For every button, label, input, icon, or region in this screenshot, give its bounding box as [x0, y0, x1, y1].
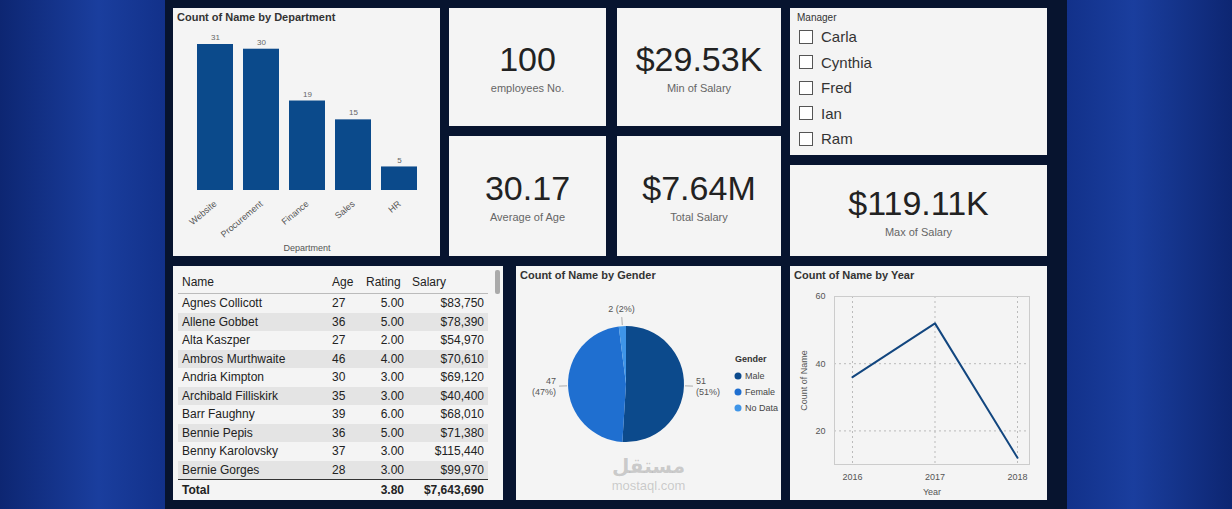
html-text:Min of Salary: Min of Salary — [666, 82, 732, 94]
html-text:Average of Age: Average of Age — [490, 211, 565, 223]
html-text:Manager: Manager — [797, 12, 837, 23]
html-text:36: 36 — [332, 425, 346, 440]
html-text:3.00: 3.00 — [380, 370, 404, 385]
svg-text:Department: Department — [283, 243, 331, 253]
html-text:27: 27 — [332, 296, 346, 311]
html-text:Benny Karolovsky: Benny Karolovsky — [182, 444, 278, 459]
html-text:Max of Salary: Max of Salary — [884, 225, 953, 238]
html-text:$7.64M: $7.64M — [642, 169, 756, 207]
html-text:$69,120: $69,120 — [440, 370, 484, 385]
html-text:Andria Kimpton: Andria Kimpton — [182, 370, 264, 385]
html-text:5.00: 5.00 — [380, 296, 404, 311]
html-text:$115,440: $115,440 — [434, 444, 484, 459]
html-text:27: 27 — [332, 333, 346, 348]
html-text:6.00: 6.00 — [380, 407, 404, 422]
html-text:36: 36 — [332, 314, 346, 329]
svg-text:47(47%): 47(47%) — [532, 376, 556, 397]
html-text:$68,010: $68,010 — [440, 407, 484, 422]
html-text:Total Salary: Total Salary — [670, 211, 728, 223]
html-text:Age: Age — [332, 275, 354, 289]
svg-text:Sales: Sales — [333, 198, 357, 220]
html-text:Bernie Gorges: Bernie Gorges — [182, 462, 260, 477]
html-text:Ian: Ian — [821, 104, 842, 122]
svg-text:31: 31 — [211, 33, 220, 42]
html-text:$54,970: $54,970 — [440, 333, 484, 348]
html-text:Cynthia: Cynthia — [821, 53, 872, 71]
html-text:$29.53K: $29.53K — [635, 40, 763, 78]
svg-text:HR: HR — [386, 198, 403, 214]
svg-text:2 (2%): 2 (2%) — [608, 304, 635, 314]
html-text:$99,970: $99,970 — [440, 462, 484, 477]
html-text:mostaql.com: mostaql.com — [611, 478, 686, 493]
html-text:Bennie Pepis: Bennie Pepis — [182, 425, 253, 440]
html-text:Barr Faughny: Barr Faughny — [182, 407, 255, 422]
html-text:39: 39 — [332, 407, 346, 422]
html-text:35: 35 — [332, 388, 346, 403]
html-text:3.00: 3.00 — [380, 462, 404, 477]
svg-text:Website: Website — [187, 199, 218, 227]
html-text:Ram: Ram — [821, 130, 853, 147]
svg-text:5: 5 — [397, 156, 402, 165]
html-text:30: 30 — [332, 370, 346, 385]
html-text:Name: Name — [182, 275, 214, 289]
html-text:3.00: 3.00 — [380, 388, 404, 403]
html-text:Ambros Murthwaite: Ambros Murthwaite — [182, 351, 286, 366]
html-text:Total: Total — [182, 483, 210, 497]
svg-text:Finance: Finance — [280, 199, 311, 227]
html-text:Rating: Rating — [366, 275, 401, 289]
html-text:Count of Name by Year: Count of Name by Year — [794, 269, 915, 281]
html-text:Alta Kaszper: Alta Kaszper — [182, 333, 250, 348]
html-text:$71,380: $71,380 — [440, 425, 484, 440]
html-text:5.00: 5.00 — [380, 314, 404, 329]
html-text:2.00: 2.00 — [380, 333, 404, 348]
svg-text:19: 19 — [303, 90, 312, 99]
html-text:4.00: 4.00 — [380, 351, 404, 366]
svg-text:2018: 2018 — [1007, 472, 1027, 482]
html-text:$83,750: $83,750 — [440, 296, 484, 311]
html-text:$78,390: $78,390 — [440, 314, 484, 329]
html-text:3.00: 3.00 — [380, 444, 404, 459]
html-text:28: 28 — [332, 462, 346, 477]
svg-text:51(51%): 51(51%) — [696, 376, 720, 397]
svg-text:2017: 2017 — [925, 472, 945, 482]
svg-text:60: 60 — [815, 291, 825, 301]
html-text:Count of Name by Department: Count of Name by Department — [177, 11, 336, 23]
html-text:employees No.: employees No. — [490, 82, 565, 94]
html-text:Count of Name by Gender: Count of Name by Gender — [520, 269, 656, 281]
svg-text:Year: Year — [923, 487, 941, 497]
html-text:100: 100 — [499, 40, 556, 78]
html-text:Fred: Fred — [821, 79, 852, 96]
html-text:$40,400: $40,400 — [440, 388, 484, 403]
svg-text:Procurement: Procurement — [219, 198, 265, 239]
svg-text:30: 30 — [257, 38, 266, 47]
svg-text:Gender: Gender — [735, 354, 767, 364]
html-text:46: 46 — [332, 351, 346, 366]
html-text:5.00: 5.00 — [380, 425, 404, 440]
html-text:$119.11K: $119.11K — [848, 183, 989, 222]
html-text:Salary: Salary — [412, 275, 446, 289]
html-text:$7,643,690: $7,643,690 — [423, 483, 484, 497]
html-text:3.80: 3.80 — [380, 483, 404, 497]
html-text:Allene Gobbet: Allene Gobbet — [182, 314, 259, 329]
svg-text:40: 40 — [815, 359, 825, 369]
html-text:37: 37 — [332, 444, 346, 459]
html-text:Carla: Carla — [821, 28, 857, 45]
svg-text:2016: 2016 — [842, 472, 862, 482]
html-text:30.17: 30.17 — [485, 169, 570, 207]
html-text:مستقل: مستقل — [611, 455, 686, 477]
html-text:Agnes Collicott: Agnes Collicott — [182, 296, 262, 311]
html-text:Archibald Filliskirk: Archibald Filliskirk — [182, 388, 278, 403]
svg-text:Male: Male — [745, 371, 765, 381]
svg-text:Female: Female — [745, 387, 775, 397]
html-text:$70,610: $70,610 — [440, 351, 484, 366]
svg-text:No Data: No Data — [745, 403, 778, 413]
svg-text:15: 15 — [349, 108, 358, 117]
svg-text:Count of Name: Count of Name — [799, 350, 809, 411]
svg-text:20: 20 — [815, 426, 825, 436]
